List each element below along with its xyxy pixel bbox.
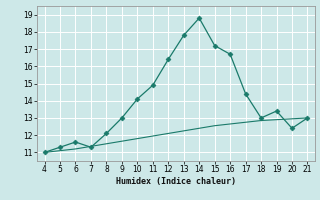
X-axis label: Humidex (Indice chaleur): Humidex (Indice chaleur) <box>116 177 236 186</box>
